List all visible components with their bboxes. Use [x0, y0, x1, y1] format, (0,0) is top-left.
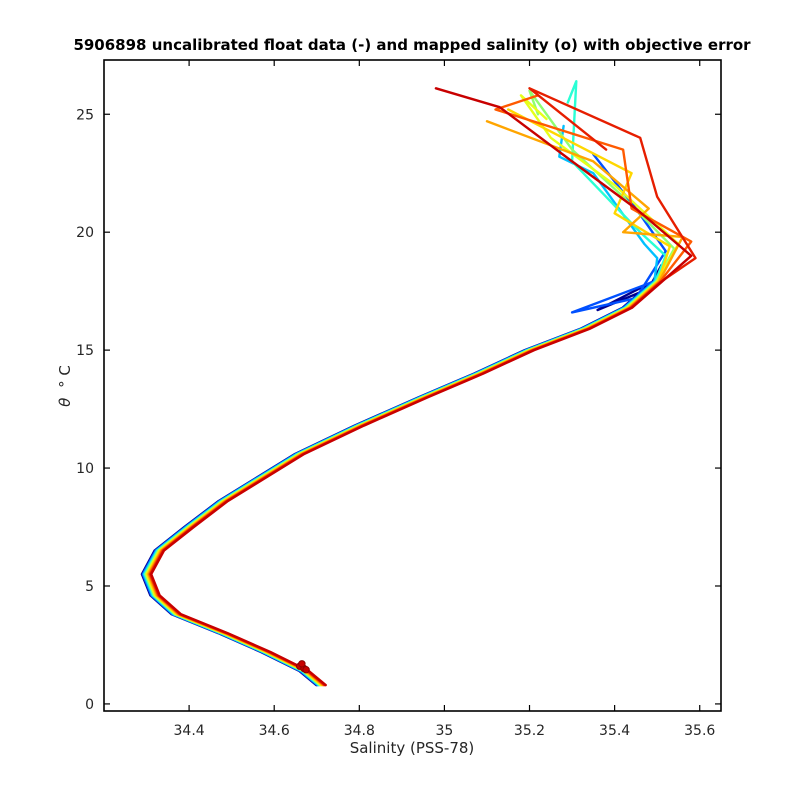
x-axis-label: Salinity (PSS-78) [350, 739, 475, 757]
x-tick-label: 35 [435, 723, 453, 739]
x-axis: 34.4 34.6 34.8 35 35.2 35.4 35.6 [174, 60, 715, 739]
mapped-points-layer [296, 660, 310, 674]
y-axis: 0 5 10 15 20 25 [76, 107, 721, 713]
x-tick-label: 35.4 [599, 723, 630, 739]
y-tick-label: 15 [76, 343, 94, 359]
x-tick-label: 35.6 [684, 723, 715, 739]
y-tick-label: 20 [76, 225, 94, 241]
y-tick-label: 25 [76, 107, 94, 123]
mapped-point-4 [302, 666, 310, 674]
y-axis-label-unit: ° C [56, 365, 74, 388]
x-tick-label: 34.6 [259, 723, 290, 739]
x-tick-label: 34.8 [344, 723, 375, 739]
y-axis-label-symbol: θ [56, 398, 74, 407]
series-line-11 [150, 87, 693, 687]
plot-area [104, 60, 721, 711]
y-tick-label: 10 [76, 461, 94, 477]
x-tick-label: 35.2 [514, 723, 545, 739]
x-tick-label: 34.4 [174, 723, 205, 739]
y-tick-label: 5 [85, 579, 94, 595]
plot-frame [103, 59, 722, 712]
y-axis-label: θ ° C [56, 365, 74, 407]
y-tick-label: 0 [85, 697, 94, 713]
series-layer [140, 80, 697, 687]
mapped-point-3 [298, 660, 306, 668]
chart-title: 5906898 uncalibrated float data (-) and … [73, 36, 751, 54]
